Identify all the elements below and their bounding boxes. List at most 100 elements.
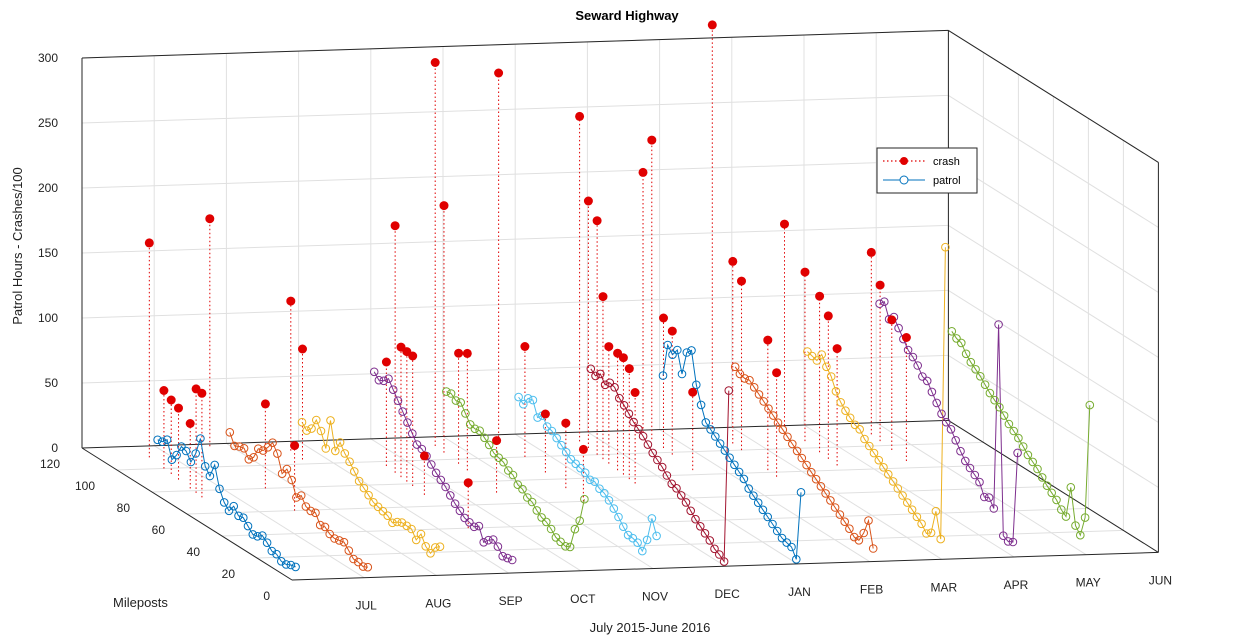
- patrol-marker: [604, 496, 614, 505]
- patrol-marker: [624, 409, 634, 419]
- crash-marker: [598, 292, 608, 302]
- legend-crash-label: crash: [933, 156, 960, 168]
- patrol-marker: [744, 484, 754, 493]
- patrol-marker: [321, 444, 331, 453]
- patrol-marker: [595, 484, 604, 494]
- patrol-marker: [600, 380, 610, 390]
- patrol-marker: [297, 417, 307, 427]
- patrol-marker: [446, 389, 456, 398]
- patrol-marker: [1033, 464, 1042, 474]
- patrol-marker: [605, 378, 615, 388]
- patrol-marker: [855, 425, 865, 434]
- patrol-marker: [903, 498, 912, 507]
- crash-marker: [166, 395, 176, 405]
- axes-box-edge: [948, 419, 1159, 553]
- patrol-marker: [957, 338, 966, 348]
- patrol-marker: [754, 390, 764, 399]
- patrol-marker: [1047, 488, 1056, 498]
- patrol-marker: [797, 453, 807, 463]
- patrol-marker: [821, 489, 830, 498]
- patrol-marker: [215, 484, 224, 494]
- patrol-marker: [542, 422, 552, 431]
- patrol-marker: [643, 440, 653, 449]
- patrol-marker: [628, 533, 638, 543]
- patrol-marker: [946, 425, 956, 434]
- patrol-marker: [995, 402, 1004, 412]
- patrol-marker: [519, 399, 528, 409]
- crash-marker: [463, 478, 473, 488]
- patrol-marker: [442, 387, 451, 396]
- patrol-marker: [561, 542, 570, 551]
- patrol-marker: [739, 474, 749, 484]
- patrol-marker: [777, 533, 787, 543]
- patrol-marker: [898, 491, 907, 500]
- patrol-marker: [379, 376, 389, 386]
- patrol-marker: [570, 524, 580, 534]
- patrol-marker: [999, 531, 1008, 541]
- patrol-marker: [1066, 483, 1076, 492]
- patrol-marker: [907, 505, 917, 515]
- axes-box-edge: [81, 29, 949, 59]
- patrol-marker: [591, 371, 600, 381]
- crash-marker: [875, 280, 885, 290]
- grid-layer: [81, 29, 1159, 579]
- patrol-marker: [488, 535, 498, 544]
- patrol-marker: [976, 372, 985, 381]
- patrol-marker: [710, 544, 719, 554]
- patrol-marker: [730, 362, 740, 372]
- patrol-marker: [431, 468, 441, 478]
- crash-marker: [832, 344, 842, 354]
- patrol-marker: [994, 320, 1003, 329]
- crash-marker: [260, 399, 270, 409]
- patrol-marker: [894, 323, 903, 333]
- back-wall-horizontal-gridline: [81, 94, 949, 124]
- crash-marker: [185, 419, 195, 428]
- patrol-marker: [826, 496, 835, 505]
- patrol-marker: [451, 396, 461, 405]
- x-axis-label: July 2015-June 2016: [590, 620, 711, 635]
- patrol-marker: [971, 365, 980, 374]
- patrol-marker: [229, 501, 238, 511]
- patrol-marker: [677, 369, 687, 379]
- patrol-marker: [927, 387, 937, 397]
- patrol-marker: [397, 518, 407, 527]
- patrol-marker: [407, 524, 416, 534]
- patrol-marker: [1085, 400, 1095, 410]
- patrol-marker: [623, 530, 633, 540]
- floor-gridline-milepost: [116, 441, 984, 471]
- crash-marker: [159, 386, 169, 395]
- patrol-marker: [681, 498, 691, 507]
- patrol-marker: [864, 516, 873, 525]
- patrol-marker: [373, 502, 383, 512]
- patrol-marker: [224, 506, 234, 516]
- crash-marker: [763, 335, 773, 345]
- patrol-marker: [547, 426, 557, 436]
- crash-marker: [419, 451, 429, 461]
- patrol-marker: [344, 546, 354, 555]
- patrol-marker: [615, 393, 624, 403]
- side-wall-horizontal-gridline: [948, 289, 1159, 423]
- patrol-marker: [277, 557, 286, 566]
- patrol-marker: [349, 554, 358, 564]
- patrol-marker: [311, 508, 320, 518]
- patrol-marker: [668, 350, 677, 360]
- patrol-marker: [286, 560, 296, 570]
- patrol-marker: [465, 518, 474, 527]
- patrol-marker: [931, 506, 941, 516]
- patrol-marker: [715, 550, 724, 559]
- patrol-marker: [277, 469, 287, 479]
- z-axis-label: Patrol Hours - Crashes/100: [10, 167, 25, 325]
- crash-marker: [197, 388, 207, 398]
- patrol-marker: [359, 483, 369, 493]
- legend-crash-marker: [900, 157, 908, 165]
- patrol-marker: [542, 517, 551, 527]
- patrol-marker: [253, 444, 263, 454]
- patrol-marker: [619, 522, 628, 532]
- patrol-marker: [258, 446, 268, 455]
- patrol-marker: [552, 433, 562, 443]
- x-tick-label: JAN: [788, 585, 811, 599]
- floor-gridline-milepost: [256, 529, 1124, 559]
- patrol-marker: [768, 519, 777, 529]
- crash-marker: [205, 214, 215, 224]
- patrol-marker: [634, 424, 643, 434]
